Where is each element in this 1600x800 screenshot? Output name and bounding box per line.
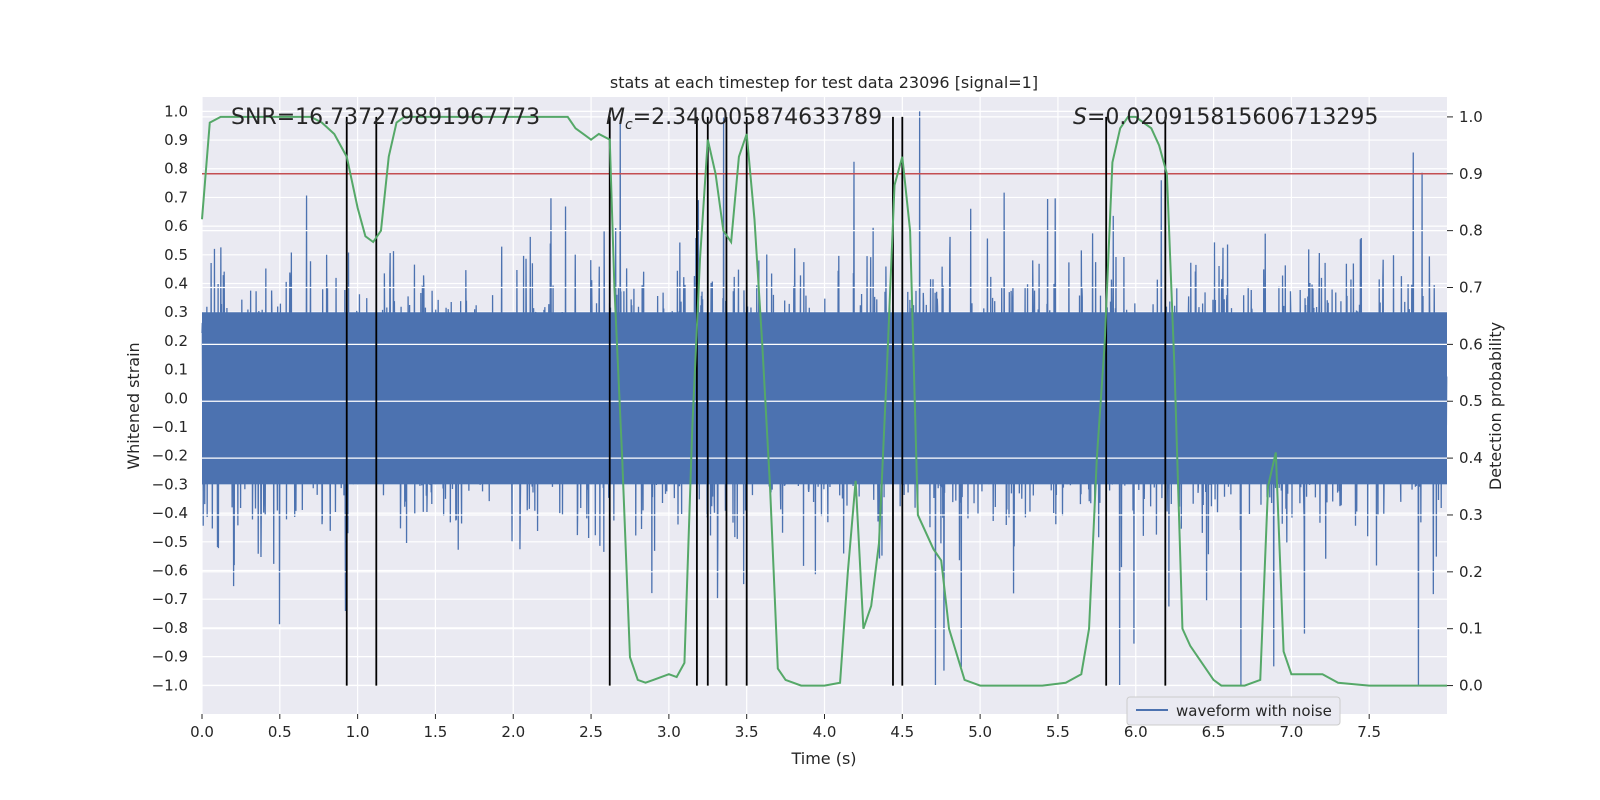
legend: waveform with noise (1126, 696, 1341, 726)
x-tick-label: 4.0 (813, 723, 837, 741)
s-annotation: S=0.020915815606713295 (1073, 105, 1378, 130)
x-tick-label: 5.0 (968, 723, 992, 741)
left-y-axis-ticks: 1.0 0.9 0.8 0.7 0.6 0.5 0.4 0.3 0.2 0.1 0.0 −0.1 −0.… (152, 102, 188, 694)
left-y-tick-label: 0.2 (164, 332, 188, 350)
x-tick-label: 4.5 (890, 723, 914, 741)
right-y-tick-label: 1.0 (1459, 108, 1483, 126)
right-y-tick-label: 0.3 (1459, 506, 1483, 524)
x-tick-label: 7.0 (1279, 723, 1303, 741)
left-y-tick-label: −0.9 (152, 648, 188, 666)
right-y-tick-label: 0.6 (1459, 335, 1483, 353)
left-y-tick-label: −0.2 (152, 447, 188, 465)
right-y-tick-label: 0.8 (1459, 222, 1483, 240)
left-y-tick-label: −0.3 (152, 475, 188, 493)
left-y-tick-label: 0.3 (164, 303, 188, 321)
right-y-axis-ticks: 1.0 0.9 0.8 0.7 0.6 0.5 0.4 0.3 0.2 0.1 0.0 (1447, 108, 1483, 695)
left-y-tick-label: 1.0 (164, 102, 188, 120)
x-tick-label: 1.5 (424, 723, 448, 741)
right-y-tick-label: 0.9 (1459, 165, 1483, 183)
chirp-mass-subscript: c (625, 117, 633, 133)
x-tick-label: 0.5 (268, 723, 292, 741)
x-tick-label: 1.0 (346, 723, 370, 741)
left-y-axis-label: Whitened strain (124, 342, 143, 469)
chirp-mass-annotation: Mc=2.340005874633789 (606, 105, 882, 133)
left-y-tick-label: 0.1 (164, 361, 188, 379)
right-y-tick-label: 0.7 (1459, 279, 1483, 297)
s-value: =0.020915815606713295 (1087, 105, 1378, 130)
x-tick-label: 6.5 (1202, 723, 1226, 741)
left-y-tick-label: −1.0 (152, 676, 188, 694)
x-tick-label: 0.0 (190, 723, 214, 741)
legend-box (1126, 696, 1341, 726)
x-axis-label: Time (s) (790, 749, 856, 768)
left-y-tick-label: 0.0 (164, 389, 188, 407)
legend-entry-waveform: waveform with noise (1176, 702, 1332, 720)
x-tick-label: 6.0 (1124, 723, 1148, 741)
x-tick-label: 2.0 (501, 723, 525, 741)
left-y-tick-label: −0.7 (152, 590, 188, 608)
left-y-tick-label: −0.5 (152, 533, 188, 551)
waveform-with-noise-series (201, 111, 1448, 686)
x-tick-label: 2.5 (579, 723, 603, 741)
left-y-tick-label: −0.8 (152, 619, 188, 637)
x-tick-label: 3.0 (657, 723, 681, 741)
x-tick-label: 7.5 (1357, 723, 1381, 741)
waveform-core-band (202, 312, 1447, 485)
left-y-tick-label: 0.6 (164, 217, 188, 235)
right-y-axis-label: Detection probability (1486, 322, 1505, 490)
left-y-tick-label: 0.4 (164, 275, 188, 293)
chirp-mass-symbol: M (606, 105, 625, 130)
right-y-tick-label: 0.4 (1459, 449, 1483, 467)
left-y-tick-label: −0.6 (152, 562, 188, 580)
left-y-tick-label: 0.9 (164, 131, 188, 149)
left-y-tick-label: −0.4 (152, 504, 188, 522)
left-y-tick-label: 0.7 (164, 188, 188, 206)
s-symbol: S (1073, 105, 1087, 130)
right-y-tick-label: 0.2 (1459, 563, 1483, 581)
right-y-tick-label: 0.1 (1459, 620, 1483, 638)
x-axis-ticks: 0.0 0.5 1.0 1.5 2.0 2.5 3.0 3.5 4.0 4.5 5.0 5.5 6.0 6… (190, 714, 1381, 741)
left-y-tick-label: −0.1 (152, 418, 188, 436)
right-y-tick-label: 0.0 (1459, 677, 1483, 695)
x-tick-label: 3.5 (735, 723, 759, 741)
detection-probability-line (201, 115, 1447, 687)
snr-annotation: SNR=16.737279891967773 (231, 105, 540, 130)
x-tick-label: 5.5 (1046, 723, 1070, 741)
right-y-tick-label: 0.5 (1459, 392, 1483, 410)
chirp-mass-value: =2.340005874633789 (633, 105, 882, 130)
chart-title: stats at each timestep for test data 230… (610, 73, 1038, 92)
left-y-tick-label: 0.5 (164, 246, 188, 264)
left-y-tick-label: 0.8 (164, 160, 188, 178)
